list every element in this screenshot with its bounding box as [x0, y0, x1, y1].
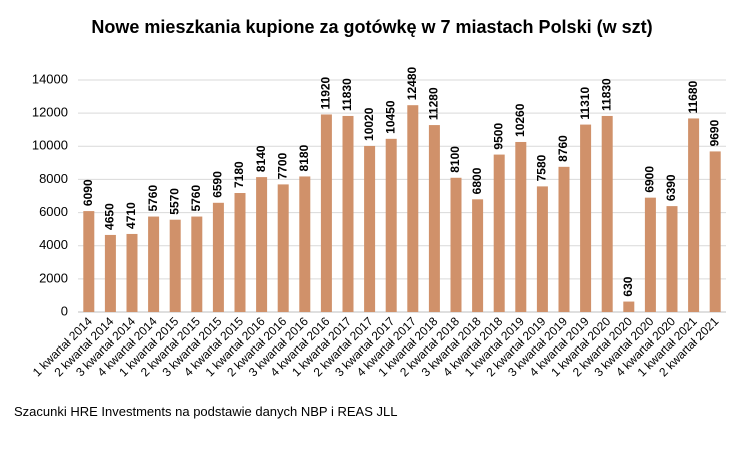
y-tick-label: 0	[61, 303, 68, 318]
value-label: 11280	[427, 87, 441, 120]
bar	[126, 233, 138, 312]
value-label: 4650	[103, 203, 117, 230]
y-tick-label: 6000	[39, 204, 68, 219]
value-label: 11830	[340, 78, 354, 111]
value-label: 4710	[124, 202, 138, 229]
bar	[299, 176, 311, 312]
bar	[536, 186, 548, 312]
y-tick-label: 2000	[39, 270, 68, 285]
value-label: 5760	[146, 185, 160, 212]
value-label: 11920	[319, 76, 333, 109]
bar	[277, 184, 289, 312]
bar	[428, 125, 440, 313]
value-label: 10020	[362, 107, 376, 141]
value-label: 6090	[81, 179, 95, 206]
chart-title: Nowe mieszkania kupione za gotówkę w 7 m…	[91, 17, 652, 37]
value-label: 6590	[211, 171, 225, 198]
bar	[364, 145, 376, 312]
value-label: 11680	[686, 80, 700, 113]
bar	[212, 202, 224, 312]
bar	[493, 154, 505, 312]
value-label: 9500	[491, 123, 505, 150]
bar	[83, 211, 95, 312]
bar	[623, 301, 635, 312]
value-label: 10450	[383, 100, 397, 134]
y-tick-label: 8000	[39, 171, 68, 186]
bar	[407, 105, 419, 312]
bar	[148, 216, 160, 312]
bar	[104, 234, 116, 312]
y-tick-label: 10000	[32, 138, 68, 153]
value-label: 8140	[254, 145, 268, 172]
bar	[580, 124, 592, 312]
bar	[234, 193, 246, 312]
value-label: 11310	[578, 87, 592, 120]
y-tick-label: 14000	[32, 71, 68, 86]
bar	[472, 199, 484, 312]
value-label: 8100	[448, 146, 462, 173]
bar	[169, 219, 181, 312]
value-label: 8180	[297, 144, 311, 171]
bar	[385, 138, 397, 312]
bar	[515, 141, 527, 312]
bar	[558, 166, 570, 312]
bar	[688, 118, 700, 313]
value-label: 5570	[167, 188, 181, 215]
value-label: 9690	[707, 119, 721, 146]
bar	[256, 177, 268, 312]
bar	[450, 177, 462, 312]
value-label: 12480	[405, 66, 419, 100]
value-label: 8760	[556, 135, 570, 162]
value-label: 630	[621, 276, 635, 296]
value-label: 7180	[232, 161, 246, 188]
value-label: 5760	[189, 185, 203, 212]
value-label: 10260	[513, 103, 527, 137]
value-label: 7580	[535, 154, 549, 181]
bar	[601, 115, 613, 313]
bar	[320, 114, 332, 313]
y-tick-label: 12000	[32, 105, 68, 120]
footnote: Szacunki HRE Investments na podstawie da…	[14, 404, 397, 419]
bar	[191, 216, 203, 312]
bar	[709, 151, 721, 312]
y-tick-label: 4000	[39, 237, 68, 252]
value-label: 6800	[470, 167, 484, 194]
value-label: 6900	[643, 166, 657, 193]
value-label: 11830	[599, 78, 613, 111]
bar	[644, 197, 656, 312]
bar	[342, 115, 354, 313]
value-label: 7700	[275, 152, 289, 179]
value-label: 6390	[664, 174, 678, 201]
bar	[666, 206, 678, 312]
